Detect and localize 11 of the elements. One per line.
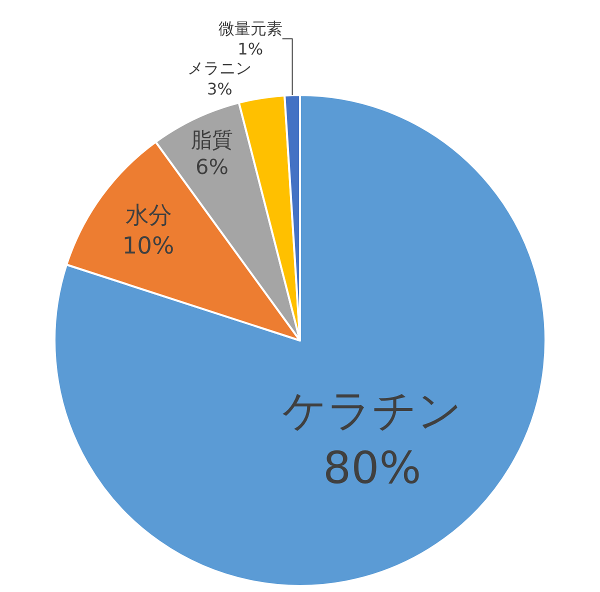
slice-label: ケラチン	[282, 386, 462, 437]
data-label: 80%	[323, 443, 422, 494]
data-label: 3%	[206, 80, 232, 99]
data-label: 1%	[238, 40, 264, 59]
pie-slice	[54, 94, 546, 587]
slice-label: メラニン	[188, 58, 252, 78]
slice-label: 水分	[125, 201, 172, 230]
slice-label: 微量元素	[218, 18, 282, 38]
data-label: 10%	[122, 231, 174, 260]
slice-label: 脂質	[190, 128, 233, 152]
data-label: 6%	[195, 154, 228, 179]
